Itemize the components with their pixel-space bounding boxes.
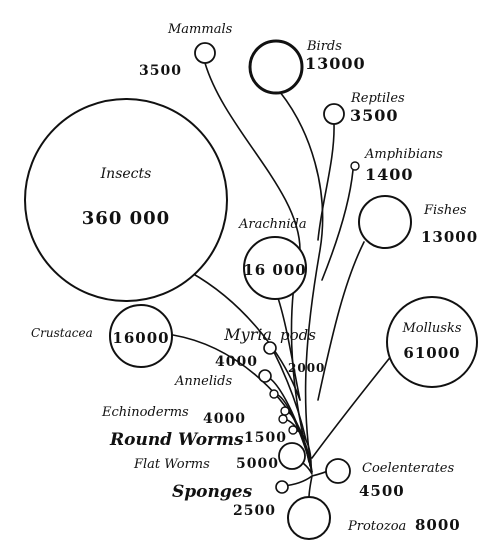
- insects-label: Insects: [100, 166, 152, 182]
- amphibians-circle: [350, 161, 360, 171]
- mollusks-circle: [386, 296, 478, 388]
- crustacea-label: Crustacea: [31, 326, 93, 340]
- fishes-label: Fishes: [423, 203, 467, 218]
- reptiles-count: 3500: [350, 106, 399, 125]
- echinoderms-count: 4000: [203, 411, 246, 427]
- annelids-circle: [258, 369, 272, 383]
- crustacea-count: 16000: [112, 329, 169, 347]
- insects-count: 360 000: [82, 208, 170, 229]
- protozoa-circle: [287, 496, 331, 540]
- branch-arachnida: [275, 291, 301, 401]
- branch-lines: [172, 62, 393, 499]
- sponges-count: 2500: [233, 503, 276, 519]
- annelids-label: Annelids: [174, 374, 232, 389]
- annelids-count: 4000: [215, 354, 258, 370]
- mammals-count: 3500: [139, 63, 182, 79]
- mollusks-label: Mollusks: [401, 321, 461, 336]
- branch-mollusks: [311, 354, 393, 459]
- twig-circle-2: [280, 406, 290, 416]
- echinoderms-label: Echinoderms: [101, 405, 189, 420]
- reptiles-label: Reptiles: [350, 91, 405, 106]
- branch-amphibians: [321, 169, 354, 281]
- myriapods-circle: [263, 341, 277, 355]
- coelenterates-label: Coelenterates: [362, 461, 454, 476]
- protozoa-label: Protozoa: [347, 519, 406, 534]
- mammals-circle: [194, 42, 216, 64]
- round-worms-label: Round Worms: [109, 430, 244, 450]
- round-worms-circle: [288, 425, 298, 435]
- twig-circle-1: [269, 389, 279, 399]
- myriapods-label-part2: pods: [280, 326, 316, 344]
- insects-circle: [24, 98, 228, 302]
- birds-count: 13000: [305, 54, 366, 73]
- reptiles-circle: [323, 103, 345, 125]
- branch-myriapods: [272, 349, 307, 441]
- round-worms-count: 1500: [244, 430, 287, 446]
- birds-circle: [248, 39, 304, 95]
- myriapods-label-part1: Myria: [223, 325, 272, 344]
- arachnida-label: Arachnida: [238, 217, 307, 232]
- sponges-circle: [275, 480, 289, 494]
- birds-label: Birds: [306, 39, 342, 54]
- arachnida-circle: [243, 236, 307, 300]
- myriapods-count: 2000: [288, 361, 325, 375]
- crustacea-circle: [109, 304, 173, 368]
- branch-echinoderms: [284, 418, 311, 467]
- sponges-label: Sponges: [172, 482, 253, 502]
- branch-insects: [189, 271, 301, 401]
- mollusks-count: 61000: [403, 344, 460, 362]
- amphibians-count: 1400: [365, 165, 414, 184]
- coelenterates-count: 4500: [359, 482, 405, 500]
- group-circles: [24, 39, 478, 540]
- echinoderms-circle: [278, 414, 288, 424]
- fishes-circle: [358, 195, 412, 249]
- branch-protozoa: [308, 475, 313, 499]
- mammals-label: Mammals: [167, 22, 233, 37]
- fishes-count: 13000: [421, 228, 478, 246]
- arachnida-count: 16 000: [243, 261, 306, 279]
- amphibians-label: Amphibians: [364, 147, 443, 162]
- flat-worms-label: Flat Worms: [133, 457, 210, 472]
- protozoa-count: 8000: [415, 516, 461, 534]
- coelenterates-circle: [325, 458, 351, 484]
- branch-reptiles: [317, 123, 335, 241]
- branch-fishes: [317, 241, 365, 401]
- flat-worms-count: 5000: [236, 456, 279, 472]
- group-labels: Mammals 3500 Birds 13000 Reptiles 3500 A…: [31, 22, 478, 534]
- flat-worms-circle: [278, 442, 306, 470]
- branch-birds: [279, 91, 324, 473]
